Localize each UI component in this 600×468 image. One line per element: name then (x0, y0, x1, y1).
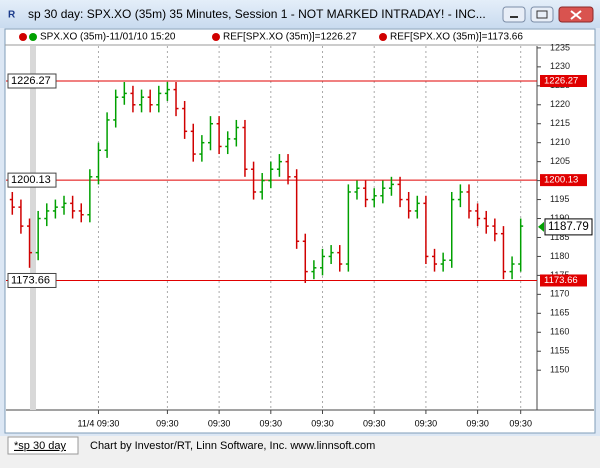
ref-label: 1200.13 (11, 174, 51, 186)
ref-axis-box (540, 174, 587, 187)
ref-axis-label: 1226.27 (544, 76, 578, 87)
y-tick-label: 1235 (550, 42, 570, 52)
ref-axis-box (540, 74, 587, 87)
app-icon: R (8, 10, 16, 21)
y-tick-label: 1165 (550, 308, 569, 318)
x-tick-label: 11/4 09:30 (78, 418, 120, 428)
ref-axis-label: 1200.13 (544, 175, 578, 186)
ref-label-box (7, 172, 57, 188)
y-tick-label: 1220 (550, 99, 570, 109)
ref-axis-box (540, 274, 587, 287)
ref-label-box (7, 73, 57, 89)
ref-label: 1173.66 (11, 274, 50, 286)
y-tick-label: 1215 (550, 118, 570, 128)
x-tick-label: 09:30 (509, 418, 532, 428)
x-tick-label: 09:30 (208, 418, 231, 428)
x-tick-label: 09:30 (156, 418, 179, 428)
session-separator (30, 46, 36, 410)
y-tick-label: 1210 (550, 137, 570, 147)
credit-text: Chart by Investor/RT, Linn Software, Inc… (90, 440, 375, 452)
close-icon (570, 10, 582, 20)
legend-dot (379, 33, 387, 41)
last-price-label: 1187.79 (548, 221, 589, 233)
y-tick-label: 1205 (550, 156, 570, 166)
maximize-button[interactable] (530, 6, 554, 23)
y-tick-label: 1155 (550, 346, 569, 356)
y-tick-label: 1150 (550, 365, 569, 375)
title-bar (0, 0, 600, 28)
maximize-icon (536, 10, 548, 19)
y-tick-label: 1195 (550, 194, 569, 204)
y-tick-label: 1185 (550, 232, 569, 242)
status-bar (0, 436, 600, 463)
x-tick-label: 09:30 (363, 418, 386, 428)
last-price-arrow (538, 221, 544, 232)
x-tick-label: 09:30 (466, 418, 489, 428)
tab-label[interactable]: *sp 30 day (14, 440, 66, 452)
y-tick-label: 1190 (550, 213, 569, 223)
ref-label-box (7, 272, 57, 288)
legend-text: REF[SPX.XO (35m)]=1226.27 (223, 32, 357, 43)
ref-label: 1226.27 (11, 75, 51, 87)
x-tick-label: 09:30 (260, 418, 283, 428)
window-title: sp 30 day: SPX.XO (35m) 35 Minutes, Sess… (28, 7, 486, 21)
y-tick-label: 1230 (550, 61, 570, 71)
last-price-box (544, 218, 593, 236)
y-tick-label: 1160 (550, 327, 569, 337)
legend-dot (212, 33, 220, 41)
x-tick-label: 09:30 (415, 418, 438, 428)
minimize-button[interactable] (502, 6, 526, 23)
legend-dot (29, 33, 37, 41)
tab[interactable] (7, 436, 79, 455)
chart-panel (4, 28, 596, 434)
x-tick-label: 09:30 (311, 418, 334, 428)
legend-dot (19, 33, 27, 41)
y-tick-label: 1180 (550, 251, 569, 261)
legend-text: SPX.XO (35m)-11/01/10 15:20 (40, 32, 176, 43)
ref-axis-label: 1173.66 (544, 275, 578, 286)
legend-text: REF[SPX.XO (35m)]=1173.66 (390, 32, 523, 43)
y-tick-label: 1170 (550, 289, 569, 299)
